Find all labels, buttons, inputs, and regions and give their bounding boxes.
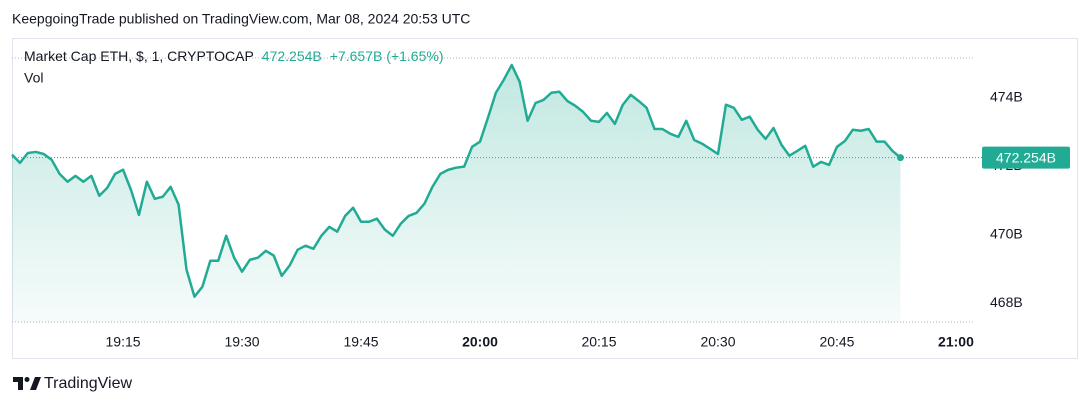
price-line (11, 63, 902, 298)
x-tick-label: 21:00 (938, 334, 974, 350)
y-tick-label: 470B (990, 225, 1023, 241)
change-percent: (+1.65%) (386, 48, 443, 64)
publish-info: KeepgoingTrade published on TradingView.… (12, 11, 470, 27)
x-tick-label: 20:30 (700, 334, 735, 350)
y-tick-label: 474B (990, 89, 1023, 105)
x-tick-label: 19:30 (225, 334, 260, 350)
x-tick-label: 19:15 (106, 334, 141, 350)
last-point (896, 154, 904, 162)
y-tick-label: 468B (990, 294, 1023, 310)
tradingview-logo (13, 377, 41, 390)
change: +7.657B (330, 48, 383, 64)
legend: Market Cap ETH, $, 1, CRYPTOCAP 472.254B +… (24, 48, 444, 64)
plot (11, 63, 982, 322)
brand: TradingView (44, 375, 132, 392)
volume-label: Vol (24, 70, 43, 86)
x-tick-label: 20:00 (462, 334, 498, 350)
symbol: Market Cap ETH, $, 1, CRYPTOCAP (24, 48, 254, 64)
x-tick-label: 20:15 (581, 334, 616, 350)
x-tick-label: 20:45 (819, 334, 854, 350)
x-tick-label: 19:45 (344, 334, 379, 350)
last-price-badge-label: 472.254B (996, 149, 1056, 165)
last-price: 472.254B (262, 48, 322, 64)
last-price-badge (982, 146, 1070, 169)
